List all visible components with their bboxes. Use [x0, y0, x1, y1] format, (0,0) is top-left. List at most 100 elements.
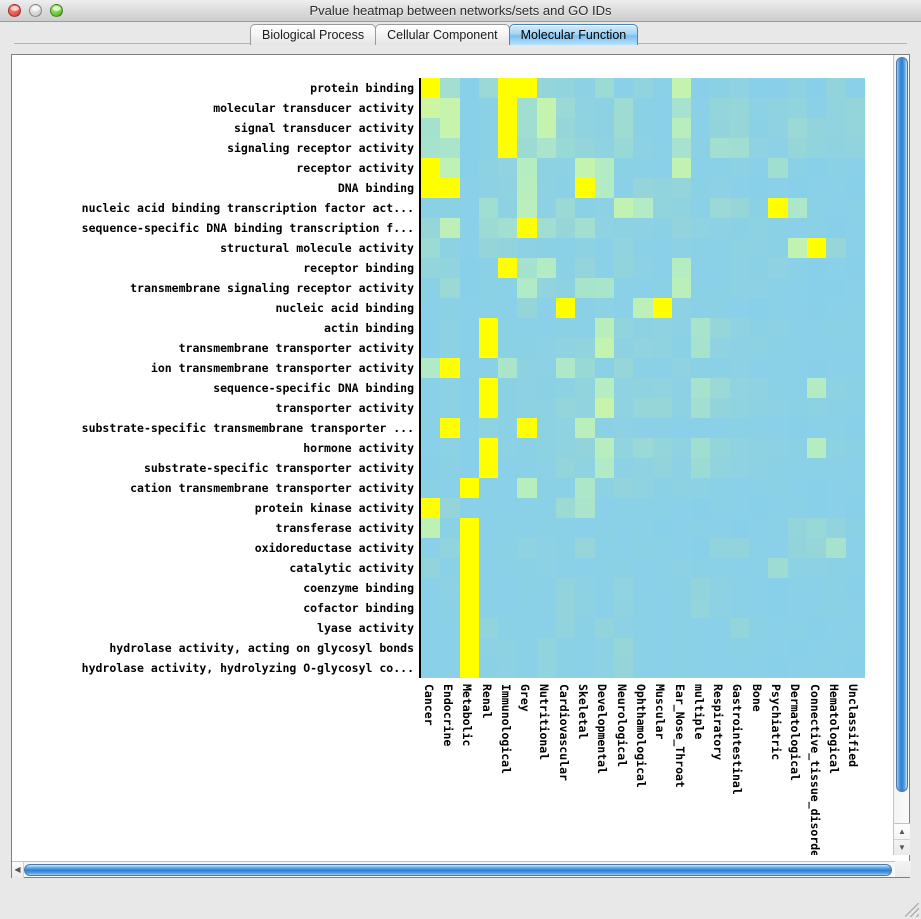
heatmap-cell[interactable]	[613, 518, 634, 538]
heatmap-cell[interactable]	[633, 178, 653, 198]
heatmap-cell[interactable]	[652, 198, 672, 218]
heatmap-cell[interactable]	[421, 198, 441, 218]
horizontal-scrollbar-thumb[interactable]	[24, 864, 892, 876]
heatmap-cell[interactable]	[710, 498, 730, 518]
heatmap-cell[interactable]	[517, 138, 537, 158]
heatmap-cell[interactable]	[845, 598, 865, 618]
heatmap-cell[interactable]	[710, 358, 730, 378]
heatmap-cell[interactable]	[556, 138, 576, 158]
heatmap-cell[interactable]	[749, 118, 769, 138]
heatmap-cell[interactable]	[421, 578, 441, 598]
heatmap-cell[interactable]	[671, 478, 692, 498]
heatmap-cell[interactable]	[459, 538, 479, 558]
heatmap-cell[interactable]	[729, 338, 750, 358]
heatmap-cell[interactable]	[671, 418, 692, 438]
heatmap-cell[interactable]	[787, 338, 807, 358]
heatmap-cell[interactable]	[633, 498, 653, 518]
heatmap-cell[interactable]	[671, 138, 692, 158]
heatmap-cell[interactable]	[613, 578, 634, 598]
heatmap-cell[interactable]	[594, 358, 614, 378]
heatmap-cell[interactable]	[806, 558, 827, 578]
heatmap-cell[interactable]	[594, 418, 614, 438]
heatmap-cell[interactable]	[729, 358, 750, 378]
heatmap-cell[interactable]	[749, 438, 769, 458]
heatmap-cell[interactable]	[787, 198, 807, 218]
heatmap-cell[interactable]	[498, 138, 518, 158]
tab-cellular-component[interactable]: Cellular Component	[375, 24, 510, 45]
heatmap-cell[interactable]	[652, 658, 672, 678]
heatmap-cell[interactable]	[826, 78, 846, 98]
heatmap-cell[interactable]	[440, 638, 460, 658]
heatmap-cell[interactable]	[556, 178, 576, 198]
heatmap-cell[interactable]	[691, 198, 711, 218]
heatmap-cell[interactable]	[478, 618, 499, 638]
heatmap-cell[interactable]	[633, 438, 653, 458]
heatmap-cell[interactable]	[498, 498, 518, 518]
heatmap-cell[interactable]	[478, 358, 499, 378]
heatmap-cell[interactable]	[633, 318, 653, 338]
heatmap-cell[interactable]	[556, 438, 576, 458]
heatmap-cell[interactable]	[633, 418, 653, 438]
heatmap-cell[interactable]	[459, 458, 479, 478]
heatmap-cell[interactable]	[594, 378, 614, 398]
heatmap-cell[interactable]	[826, 338, 846, 358]
heatmap-cell[interactable]	[806, 138, 827, 158]
heatmap-cell[interactable]	[652, 398, 672, 418]
heatmap-cell[interactable]	[498, 338, 518, 358]
heatmap-cell[interactable]	[498, 518, 518, 538]
heatmap-cell[interactable]	[749, 378, 769, 398]
heatmap-cell[interactable]	[652, 558, 672, 578]
heatmap-cell[interactable]	[729, 98, 750, 118]
heatmap-cell[interactable]	[613, 278, 634, 298]
heatmap-cell[interactable]	[787, 118, 807, 138]
heatmap-cell[interactable]	[845, 178, 865, 198]
heatmap-cell[interactable]	[633, 118, 653, 138]
heatmap-cell[interactable]	[517, 578, 537, 598]
heatmap-cell[interactable]	[729, 618, 750, 638]
heatmap-cell[interactable]	[671, 558, 692, 578]
heatmap-cell[interactable]	[652, 578, 672, 598]
heatmap-cell[interactable]	[536, 278, 557, 298]
heatmap-cell[interactable]	[613, 258, 634, 278]
heatmap-cell[interactable]	[498, 178, 518, 198]
heatmap-cell[interactable]	[478, 398, 499, 418]
heatmap-cell[interactable]	[710, 518, 730, 538]
heatmap-cell[interactable]	[845, 618, 865, 638]
heatmap-cell[interactable]	[421, 618, 441, 638]
heatmap-cell[interactable]	[498, 238, 518, 258]
heatmap-cell[interactable]	[806, 198, 827, 218]
heatmap-cell[interactable]	[826, 638, 846, 658]
heatmap-cell[interactable]	[749, 158, 769, 178]
heatmap-cell[interactable]	[652, 138, 672, 158]
heatmap-cell[interactable]	[633, 538, 653, 558]
heatmap-cell[interactable]	[749, 298, 769, 318]
heatmap-cell[interactable]	[556, 338, 576, 358]
heatmap-cell[interactable]	[845, 438, 865, 458]
heatmap-cell[interactable]	[671, 158, 692, 178]
heatmap-cell[interactable]	[633, 298, 653, 318]
heatmap-cell[interactable]	[478, 238, 499, 258]
heatmap-cell[interactable]	[826, 298, 846, 318]
heatmap-cell[interactable]	[613, 418, 634, 438]
heatmap-cell[interactable]	[691, 558, 711, 578]
heatmap-cell[interactable]	[517, 618, 537, 638]
heatmap-cell[interactable]	[536, 78, 557, 98]
heatmap-cell[interactable]	[787, 238, 807, 258]
heatmap-cell[interactable]	[594, 198, 614, 218]
heatmap-cell[interactable]	[517, 538, 537, 558]
heatmap-cell[interactable]	[749, 398, 769, 418]
heatmap-cell[interactable]	[421, 398, 441, 418]
heatmap-cell[interactable]	[768, 538, 788, 558]
heatmap-cell[interactable]	[710, 78, 730, 98]
heatmap-cell[interactable]	[749, 518, 769, 538]
heatmap-cell[interactable]	[421, 638, 441, 658]
heatmap-cell[interactable]	[594, 558, 614, 578]
heatmap-cell[interactable]	[671, 358, 692, 378]
heatmap-cell[interactable]	[652, 118, 672, 138]
heatmap-cell[interactable]	[768, 298, 788, 318]
heatmap-cell[interactable]	[613, 558, 634, 578]
heatmap-cell[interactable]	[459, 98, 479, 118]
heatmap-cell[interactable]	[806, 438, 827, 458]
heatmap-cell[interactable]	[729, 418, 750, 438]
heatmap-cell[interactable]	[633, 478, 653, 498]
